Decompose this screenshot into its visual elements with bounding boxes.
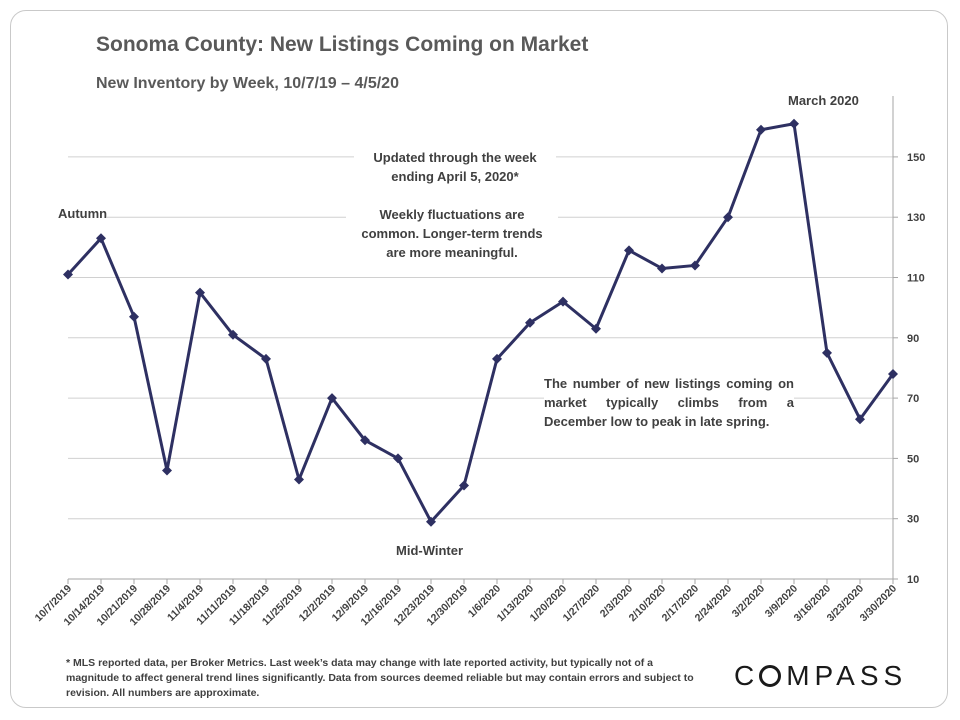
data-point [657, 263, 667, 274]
annotation-updated-line1: Updated through the week [373, 150, 537, 165]
data-point [228, 329, 238, 340]
x-tick-label: 3/30/2020 [858, 583, 900, 625]
data-point [822, 347, 832, 358]
data-point [393, 453, 403, 464]
annotation-autumn: Autumn [58, 204, 108, 223]
series-line [66, 122, 895, 524]
annotation-march-2020: March 2020 [788, 91, 859, 110]
data-point [723, 212, 733, 223]
logo-letter-c: C [734, 660, 760, 691]
x-tick-label: 1/27/2020 [561, 583, 603, 625]
data-point [195, 287, 205, 298]
data-point [162, 465, 172, 476]
data-point [789, 118, 799, 129]
annotation-weekly: Weekly fluctuations are common. Longer-t… [346, 205, 558, 262]
data-point [129, 311, 139, 322]
data-point [63, 269, 73, 280]
annotation-updated: Updated through the week ending April 5,… [354, 148, 556, 186]
logo-text: MPASS [786, 660, 908, 691]
data-point [525, 317, 535, 328]
data-point [690, 260, 700, 271]
x-tick-label: 2/24/2020 [693, 583, 735, 625]
y-tick-label: 110 [907, 273, 925, 285]
annotation-updated-line2: ending April 5, 2020* [391, 169, 519, 184]
data-point [426, 516, 436, 527]
data-point [888, 368, 898, 379]
data-point [558, 296, 568, 307]
data-point [756, 124, 766, 135]
x-tick-label: 3/2/2020 [730, 583, 767, 620]
y-tick-label: 130 [907, 212, 925, 224]
data-point [624, 245, 634, 256]
y-tick-label: 70 [907, 393, 919, 405]
y-tick-label: 30 [907, 514, 919, 526]
compass-logo: C MPASS [734, 660, 907, 692]
y-tick-label: 50 [907, 453, 919, 465]
y-tick-label: 10 [907, 574, 919, 586]
data-point [327, 393, 337, 404]
data-point [261, 353, 271, 364]
chart-title: Sonoma County: New Listings Coming on Ma… [96, 33, 589, 56]
annotation-mid-winter: Mid-Winter [396, 541, 464, 560]
data-point [855, 414, 865, 425]
data-point [360, 435, 370, 446]
annotation-weekly-line2: common. Longer-term trends [361, 226, 543, 241]
footnote: * MLS reported data, per Broker Metrics.… [66, 657, 694, 699]
annotation-weekly-line3: are more meaningful. [386, 245, 518, 260]
data-point [459, 480, 469, 491]
data-point [492, 353, 502, 364]
chart-subtitle: New Inventory by Week, 10/7/19 – 4/5/20 [96, 75, 399, 92]
data-point [591, 323, 601, 334]
data-point [96, 233, 106, 244]
data-point [294, 474, 304, 485]
y-tick-label: 150 [907, 152, 925, 164]
y-tick-label: 90 [907, 333, 919, 345]
logo-circle-icon [759, 665, 782, 687]
annotation-typical: The number of new listings coming on mar… [544, 374, 794, 431]
annotation-weekly-line1: Weekly fluctuations are [379, 207, 525, 222]
